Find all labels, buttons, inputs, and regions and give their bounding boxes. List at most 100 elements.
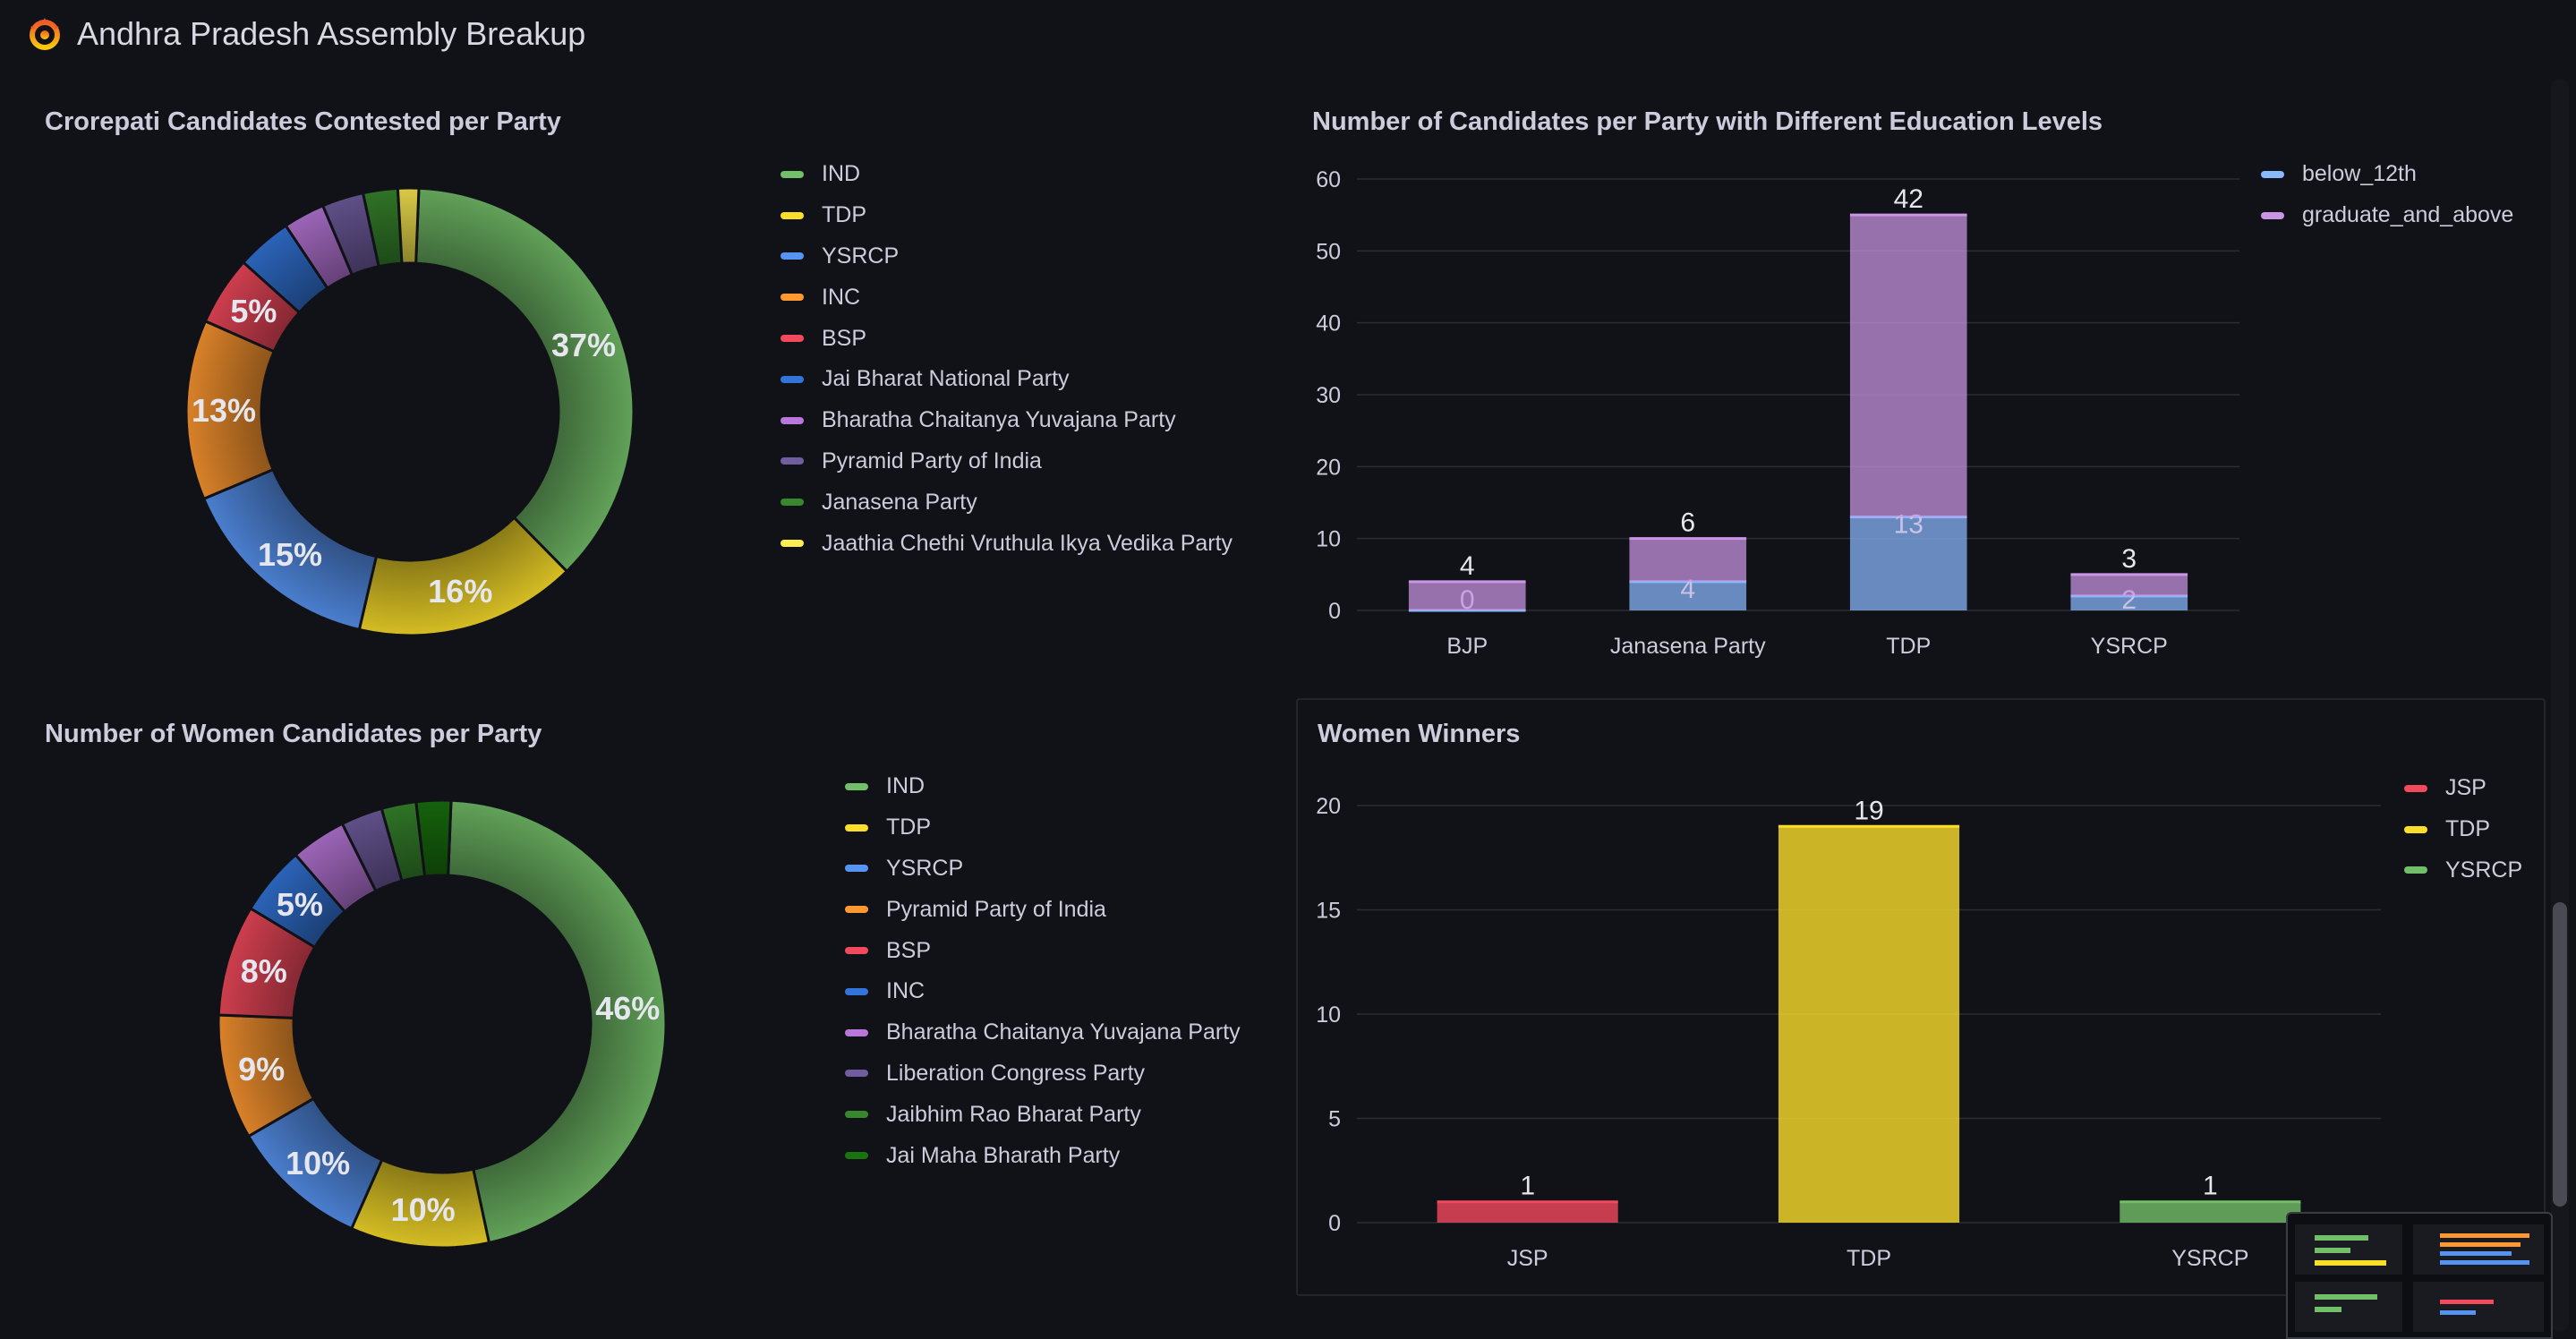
women-candidates-legend-item-jaibhim-rao-bharat-party[interactable]: Jaibhim Rao Bharat Party (845, 1094, 1241, 1135)
legend-swatch (845, 1070, 868, 1078)
education-bar-ysrcp-graduate-and-above[interactable] (2070, 574, 2188, 596)
legend-swatch (845, 782, 868, 790)
women-candidates-legend-item-liberation-congress-party[interactable]: Liberation Congress Party (845, 1053, 1241, 1095)
legend-label: INC (886, 978, 925, 1004)
women-candidates-panel: Number of Women Candidates per Party 46%… (25, 700, 1291, 1294)
education-y-tick-label: 0 (1328, 599, 1341, 624)
crorepati-legend-item-ysrcp[interactable]: YSRCP (780, 236, 1233, 277)
dashboard-header: Andhra Pradesh Assembly Breakup (25, 9, 585, 59)
education-bar-tdp-below-12th[interactable] (1849, 516, 1967, 610)
education-panel: Number of Candidates per Party with Diff… (1292, 88, 2547, 682)
education-data-label: 6 (1680, 508, 1695, 538)
education-data-label: 4 (1460, 551, 1475, 581)
legend-swatch (845, 823, 868, 832)
women-winners-bar-chart: 0 5 10 15 20 1 JSP 19 TDP 1 YSRCP (1316, 794, 2381, 1271)
education-legend-item-graduate-and-above[interactable]: graduate_and_above (2261, 195, 2513, 236)
education-bar-chart: 010203040506004BJP46Janasena Party1342TD… (1316, 167, 2239, 659)
women-winners-bar-tdp[interactable] (1778, 826, 1960, 1223)
crorepati-legend-item-bsp[interactable]: BSP (780, 318, 1233, 359)
women-winners-data-label: 1 (2203, 1172, 2218, 1201)
legend-swatch (845, 947, 868, 955)
education-data-label: 4 (1680, 575, 1695, 604)
legend-swatch (780, 499, 804, 507)
crorepati-legend: IND TDP YSRCP INC BSP Jai Bharat National Par… (780, 154, 1233, 564)
education-x-tick-label: TDP (1886, 634, 1931, 659)
crorepati-slice-ind[interactable] (414, 186, 635, 574)
crorepati-slice-jaathia-chethi-vruthula-ikya-vedika-party[interactable] (396, 186, 421, 265)
education-legend-item-below-12th[interactable]: below_12th (2261, 154, 2513, 195)
legend-swatch (2404, 784, 2427, 792)
women-winners-x-tick-label: JSP (1507, 1246, 1548, 1271)
legend-label: IND (886, 773, 925, 799)
education-panel-title[interactable]: Number of Candidates per Party with Diff… (1312, 107, 2103, 136)
page-scrollbar-thumb[interactable] (2553, 902, 2567, 1207)
minimap-thumbnail (2295, 1224, 2544, 1332)
legend-label: JSP (2445, 775, 2486, 801)
legend-label: below_12th (2302, 161, 2417, 187)
crorepati-legend-item-tdp[interactable]: TDP (780, 195, 1233, 236)
women-candidates-legend-item-ysrcp[interactable]: YSRCP (845, 849, 1241, 890)
legend-label: BSP (886, 937, 932, 963)
women-candidates-legend-item-bsp[interactable]: BSP (845, 930, 1241, 971)
dashboard-title[interactable]: Andhra Pradesh Assembly Breakup (77, 15, 586, 52)
legend-label: IND (822, 161, 861, 187)
crorepati-legend-item-janasena-party[interactable]: Janasena Party (780, 482, 1233, 523)
crorepati-legend-item-inc[interactable]: INC (780, 277, 1233, 318)
crorepati-legend-item-pyramid-party-of-india[interactable]: Pyramid Party of India (780, 441, 1233, 482)
legend-label: Jai Bharat National Party (822, 366, 1070, 392)
women-winners-legend-item-tdp[interactable]: TDP (2404, 809, 2522, 850)
legend-label: Bharatha Chaitanya Yuvajana Party (822, 407, 1176, 433)
women-winners-y-tick-label: 10 (1316, 1002, 1341, 1028)
women-winners-y-tick-label: 20 (1316, 794, 1341, 819)
women-winners-legend-item-jsp[interactable]: JSP (2404, 768, 2522, 809)
crorepati-legend-item-bharatha-chaitanya-yuvajana-party[interactable]: Bharatha Chaitanya Yuvajana Party (780, 400, 1233, 441)
legend-swatch (780, 335, 804, 343)
women-candidates-panel-title[interactable]: Number of Women Candidates per Party (45, 720, 542, 748)
women-candidates-slice-label: 10% (391, 1191, 456, 1228)
education-bar-bjp-graduate-and-above[interactable] (1408, 581, 1526, 610)
education-bar-janasena-party-graduate-and-above[interactable] (1629, 538, 1747, 582)
crorepati-panel: Crorepati Candidates Contested per Party… (25, 88, 1291, 682)
legend-label: BSP (822, 325, 867, 351)
legend-label: YSRCP (886, 855, 964, 881)
women-candidates-legend-item-inc[interactable]: INC (845, 971, 1241, 1012)
dashboard-minimap-preview[interactable] (2286, 1212, 2553, 1339)
women-candidates-legend-item-jai-maha-bharath-party[interactable]: Jai Maha Bharath Party (845, 1135, 1241, 1176)
legend-label: Liberation Congress Party (886, 1060, 1146, 1086)
education-bar-ysrcp-below-12th[interactable] (2070, 595, 2188, 610)
grafana-logo-icon[interactable] (25, 14, 64, 54)
legend-swatch (780, 170, 804, 178)
women-candidates-legend-item-tdp[interactable]: TDP (845, 807, 1241, 849)
women-candidates-donut-chart: 46% 10% 10% 9% 8% 5% (217, 798, 668, 1249)
women-candidates-legend: IND TDP YSRCP Pyramid Party of India BSP INC B… (845, 766, 1241, 1176)
crorepati-slice-label: 13% (192, 392, 256, 429)
women-winners-bar-ysrcp[interactable] (2120, 1201, 2301, 1223)
crorepati-legend-item-ind[interactable]: IND (780, 154, 1233, 195)
women-candidates-slice-ind[interactable] (447, 798, 668, 1245)
women-candidates-legend-item-bharatha-chaitanya-yuvajana-party[interactable]: Bharatha Chaitanya Yuvajana Party (845, 1012, 1241, 1053)
legend-swatch (845, 987, 868, 995)
education-bar-tdp-graduate-and-above[interactable] (1849, 215, 1967, 517)
legend-swatch (2261, 211, 2284, 219)
legend-label: Pyramid Party of India (822, 448, 1042, 473)
legend-label: INC (822, 284, 861, 310)
crorepati-legend-item-jaathia-chethi-vruthula-ikya-vedika-party[interactable]: Jaathia Chethi Vruthula Ikya Vedika Part… (780, 523, 1233, 564)
legend-swatch (845, 1028, 868, 1036)
women-winners-x-tick-label: TDP (1847, 1246, 1891, 1271)
women-candidates-legend-item-pyramid-party-of-india[interactable]: Pyramid Party of India (845, 889, 1241, 930)
education-bar-janasena-party-below-12th[interactable] (1629, 581, 1747, 610)
women-candidates-legend-item-ind[interactable]: IND (845, 766, 1241, 807)
legend-swatch (780, 252, 804, 260)
women-candidates-slice-label: 5% (277, 886, 323, 923)
women-winners-y-tick-label: 5 (1328, 1107, 1341, 1132)
women-winners-legend-item-ysrcp[interactable]: YSRCP (2404, 850, 2522, 891)
legend-swatch (2261, 170, 2284, 178)
women-candidates-slice-label: 8% (241, 952, 287, 989)
crorepati-legend-item-jai-bharat-national-party[interactable]: Jai Bharat National Party (780, 359, 1233, 400)
legend-swatch (845, 906, 868, 914)
crorepati-panel-title[interactable]: Crorepati Candidates Contested per Party (45, 107, 561, 136)
women-candidates-slice-jai-maha-bharath-party[interactable] (414, 798, 453, 878)
women-winners-bar-jsp[interactable] (1437, 1201, 1618, 1223)
education-data-label: 3 (2121, 544, 2137, 574)
women-winners-panel-title[interactable]: Women Winners (1318, 720, 1521, 748)
